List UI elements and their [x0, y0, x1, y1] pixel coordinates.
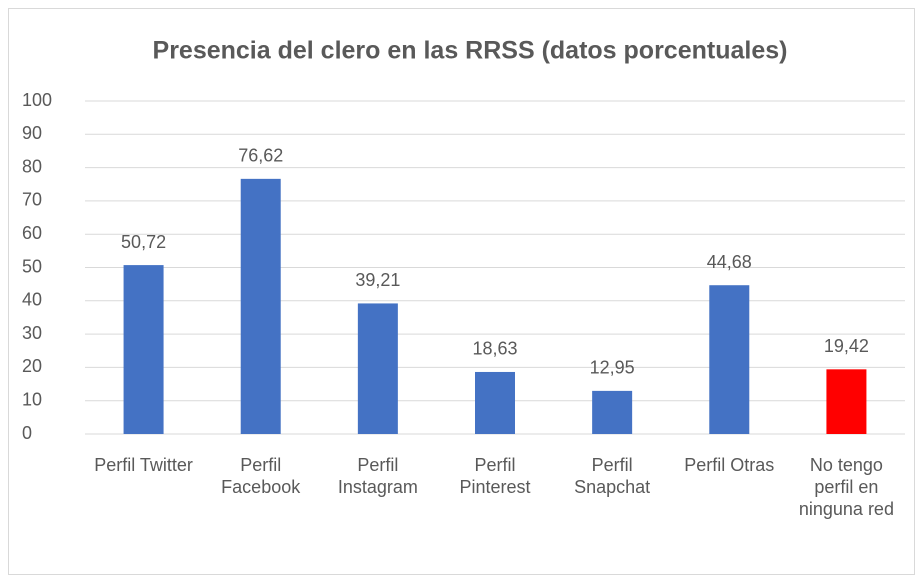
bar — [123, 265, 164, 434]
x-tick-label: Perfil Instagram — [337, 455, 418, 497]
value-label: 39,21 — [355, 270, 400, 290]
value-label: 12,95 — [590, 358, 635, 378]
y-tick-label: 40 — [22, 290, 42, 310]
bar — [357, 303, 398, 434]
x-tick-label: Perfil Otras — [684, 455, 775, 475]
y-tick-label: 90 — [22, 123, 42, 143]
y-tick-label: 100 — [22, 90, 52, 110]
x-tick-label: Perfil Snapchat — [574, 455, 651, 497]
value-label: 44,68 — [707, 252, 752, 272]
bar — [475, 371, 515, 434]
y-tick-label: 30 — [22, 323, 42, 343]
x-tick-label: Perfil Facebook — [221, 455, 301, 497]
y-tick-label: 50 — [22, 256, 42, 276]
x-tick-label: Perfil Pinterest — [459, 455, 531, 497]
bar — [240, 178, 281, 434]
y-tick-label: 60 — [22, 223, 42, 243]
y-tick-label: 10 — [22, 389, 42, 409]
x-tick-label: Perfil Twitter — [94, 455, 193, 475]
value-label: 18,63 — [472, 339, 517, 359]
bar — [826, 369, 867, 434]
value-label: 50,72 — [121, 232, 166, 252]
value-label: 19,42 — [824, 336, 869, 356]
y-tick-label: 70 — [22, 190, 42, 210]
x-tick-label: No tengo perfil en ninguna red — [798, 455, 894, 519]
bar — [709, 285, 750, 434]
bar — [592, 390, 633, 434]
y-tick-label: 80 — [22, 156, 42, 176]
y-tick-label: 0 — [22, 423, 32, 443]
chart-title: Presencia del clero en las RRSS (datos p… — [153, 37, 788, 65]
value-label: 76,62 — [238, 146, 283, 166]
y-tick-label: 20 — [22, 356, 42, 376]
